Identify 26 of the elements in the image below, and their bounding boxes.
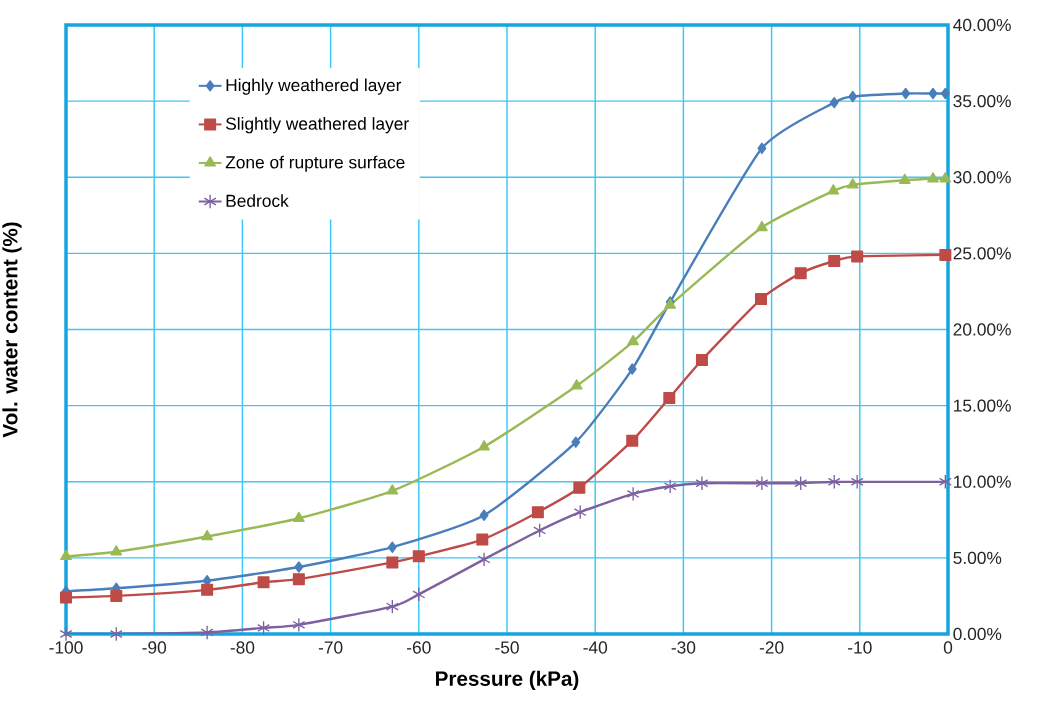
x-tick-label: -50 xyxy=(495,641,519,654)
x-tick-label: -90 xyxy=(142,641,167,654)
y-tick-label: 40.00% xyxy=(953,18,1011,32)
y-tick-label: 15.00% xyxy=(954,399,1011,412)
y-tick-label: 35.00% xyxy=(953,94,1011,108)
y-tick-label: 25.00% xyxy=(953,247,1011,260)
legend-label: Bedrock xyxy=(226,194,289,207)
y-axis-title: Vol. water content (%) xyxy=(2,222,22,438)
x-axis-title: Pressure (kPa) xyxy=(436,670,579,691)
x-tick-label: -100 xyxy=(49,641,83,654)
x-tick-label: -10 xyxy=(848,641,872,654)
y-tick-label: 0.00% xyxy=(953,627,1002,641)
x-tick-label: -30 xyxy=(671,641,696,654)
x-tick-label: -60 xyxy=(407,641,431,654)
x-tick-label: -70 xyxy=(318,641,343,654)
y-tick-label: 30.00% xyxy=(953,171,1011,184)
y-tick-label: 20.00% xyxy=(953,323,1011,336)
legend-label: Highly weathered layer xyxy=(226,78,402,95)
y-tick-label: 5.00% xyxy=(953,551,1002,564)
x-tick-label: -80 xyxy=(230,641,255,654)
y-tick-label: 10.00% xyxy=(954,475,1011,488)
x-tick-label: 0 xyxy=(943,641,953,654)
x-tick-label: -20 xyxy=(759,641,784,654)
legend-label: Slightly weathered layer xyxy=(225,117,409,134)
legend-label: Zone of rupture surface xyxy=(225,155,405,172)
x-tick-label: -40 xyxy=(583,641,608,654)
